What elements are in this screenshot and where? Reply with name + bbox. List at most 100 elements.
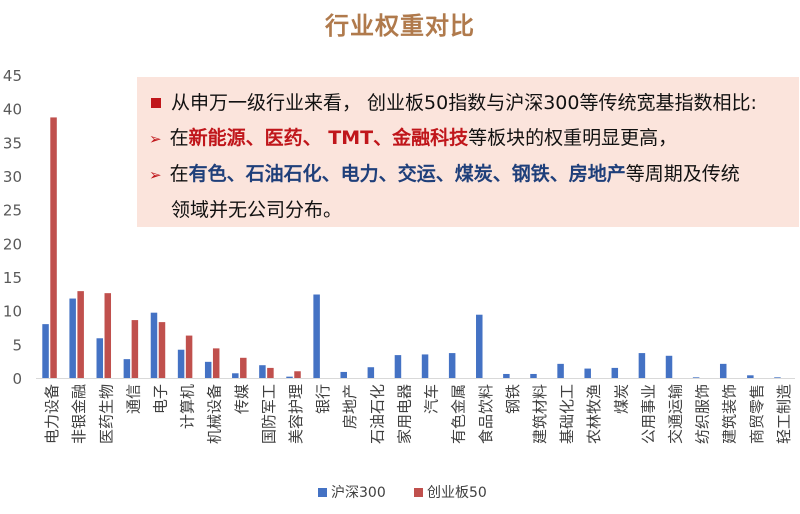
x-tick-label: 计算机 — [179, 384, 197, 429]
legend-swatch — [414, 488, 423, 497]
x-tick-label: 非银金融 — [70, 384, 88, 444]
bar-hs300 — [123, 359, 131, 378]
highlight-sep: 、 — [321, 163, 341, 185]
bar-hs300 — [530, 373, 537, 378]
highlight-item: 房地产 — [568, 163, 626, 185]
note-line-2-prefix: 在 — [169, 127, 189, 149]
bar-hs300 — [232, 373, 239, 378]
x-tick-label: 医药生物 — [97, 384, 115, 444]
chart-title: 行业权重对比 — [325, 12, 475, 40]
x-tick-label: 国防军工 — [260, 384, 278, 444]
x-tick-label: 家用电器 — [395, 384, 413, 444]
x-tick-label: 有色金属 — [450, 384, 468, 444]
x-tick-label: 公用事业 — [639, 384, 657, 444]
x-tick-label: 食品饮料 — [477, 384, 495, 444]
legend-label: 沪深300 — [331, 485, 386, 501]
highlight-item: 电力 — [340, 163, 379, 185]
highlight-sep: 、 — [549, 163, 569, 185]
note-line-1: 从申万一级行业来看， 创业板50指数与沪深300等传统宽基指数相比: — [149, 86, 799, 121]
x-tick-label: 纺织服饰 — [694, 384, 712, 444]
x-tick-label: 钢铁 — [504, 384, 522, 414]
bar-cyb50 — [50, 117, 57, 379]
x-tick-label: 商贸零售 — [748, 384, 766, 444]
x-tick-label: 石油石化 — [368, 384, 386, 444]
x-tick-label: 机械设备 — [206, 384, 224, 444]
bar-hs300 — [503, 373, 510, 378]
bar-cyb50 — [240, 357, 247, 378]
bar-cyb50 — [185, 335, 193, 378]
bar-hs300 — [313, 294, 320, 378]
highlight-sep: 、 — [226, 163, 246, 185]
square-bullet-icon — [151, 97, 161, 108]
note-line-3: ➢ 在有色、石油石化、电力、交运、煤炭、钢铁、房地产等周期及传统 — [149, 157, 799, 193]
x-tick-label: 轻工制造 — [775, 384, 793, 444]
bar-hs300 — [476, 314, 483, 378]
x-tick-label: 农林牧渔 — [585, 384, 603, 444]
bar-hs300 — [719, 363, 727, 378]
note-box: 从申万一级行业来看， 创业板50指数与沪深300等传统宽基指数相比: ➢ 在新能源… — [137, 77, 799, 227]
highlight-item: 钢铁 — [511, 163, 550, 185]
y-tick-label: 20 — [3, 235, 22, 253]
note-line-3-suffix: 等周期及传统 — [625, 163, 740, 185]
bar-hs300 — [747, 375, 754, 378]
bar-hs300 — [421, 354, 429, 378]
highlight-sep: 、 — [378, 163, 398, 185]
bar-cyb50 — [158, 322, 166, 378]
bar-hs300 — [611, 367, 619, 378]
y-tick-label: 5 — [12, 336, 22, 354]
bar-hs300 — [774, 377, 781, 378]
highlight-item: 金融科技 — [392, 127, 469, 149]
arrow-bullet-icon: ➢ — [149, 166, 162, 184]
bar-hs300 — [286, 376, 293, 378]
highlight-sep: 、 — [373, 127, 393, 149]
bar-cyb50 — [131, 320, 139, 378]
bar-hs300 — [259, 365, 266, 378]
highlight-item: 有色 — [188, 163, 227, 185]
bar-hs300 — [150, 312, 158, 378]
y-tick-label: 40 — [3, 101, 22, 119]
x-tick-label: 建筑材料 — [531, 384, 549, 444]
note-line-3-prefix: 在 — [169, 163, 189, 185]
highlight-sep: 、 — [435, 163, 455, 185]
highlight-item: 煤炭 — [454, 163, 493, 185]
bar-cyb50 — [212, 348, 220, 378]
bar-cyb50 — [267, 367, 274, 378]
x-tick-label: 汽车 — [423, 384, 441, 414]
note-line-1-text: 从申万一级行业来看， 创业板50指数与沪深300等传统宽基指数相比: — [171, 92, 757, 114]
x-tick-label: 基础化工 — [558, 384, 576, 444]
x-tick-label: 建筑装饰 — [721, 384, 739, 444]
bar-hs300 — [367, 367, 375, 378]
highlight-sep: 、 — [302, 127, 329, 149]
x-tick-label: 传媒 — [233, 384, 251, 414]
x-tick-label: 煤炭 — [612, 384, 630, 414]
highlight-item: 石油石化 — [245, 163, 322, 185]
bar-hs300 — [665, 355, 673, 378]
bar-hs300 — [42, 324, 49, 378]
y-tick-label: 45 — [3, 67, 22, 85]
bar-hs300 — [96, 338, 104, 378]
note-line-2: ➢ 在新能源、医药、 TMT、金融科技等板块的权重明显更高， — [149, 121, 799, 157]
x-tick-label: 美容护理 — [287, 384, 305, 444]
legend-label: 创业板50 — [427, 485, 487, 501]
note-line-2-suffix: 等板块的权重明显更高， — [468, 127, 678, 149]
bar-hs300 — [692, 377, 700, 378]
bar-cyb50 — [104, 293, 112, 378]
bar-hs300 — [340, 371, 347, 378]
note-line-4: 领域并无公司分布。 — [171, 199, 343, 221]
bar-hs300 — [394, 355, 402, 378]
highlight-item: 交运 — [397, 163, 436, 185]
x-tick-label: 电子 — [151, 384, 169, 414]
bar-hs300 — [638, 353, 646, 378]
highlight-item: 医药 — [264, 127, 303, 149]
arrow-bullet-icon: ➢ — [149, 130, 162, 148]
bar-hs300 — [204, 361, 212, 378]
bar-cyb50 — [77, 291, 84, 378]
y-tick-label: 35 — [3, 134, 22, 152]
x-tick-label: 房地产 — [341, 384, 359, 429]
y-tick-label: 10 — [3, 303, 22, 321]
bar-hs300 — [584, 368, 591, 378]
bar-hs300 — [177, 349, 185, 378]
highlight-item: 新能源 — [188, 127, 246, 149]
legend-swatch — [318, 488, 327, 497]
